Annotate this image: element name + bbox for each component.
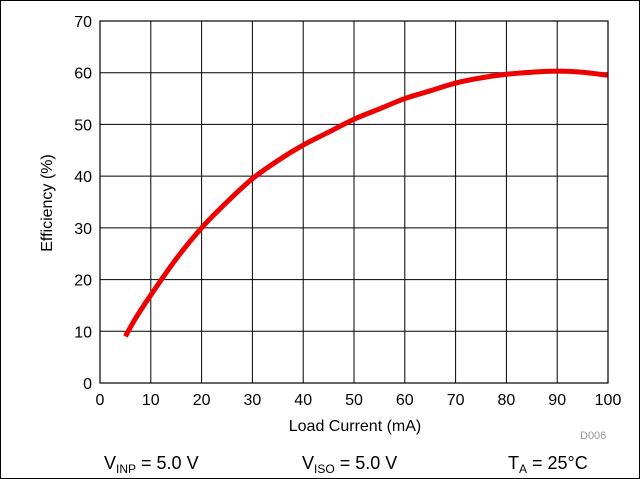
x-tick-label: 20 xyxy=(193,392,211,409)
condition-viso-var: V xyxy=(302,453,315,473)
condition-vinp: VINP = 5.0 V xyxy=(104,453,199,476)
condition-ta-var: T xyxy=(508,453,519,473)
y-tick-label: 10 xyxy=(74,324,92,341)
y-tick-label: 30 xyxy=(74,221,92,238)
y-axis-label: Efficiency (%) xyxy=(39,154,56,252)
y-tick-label: 0 xyxy=(83,376,92,393)
tick-labels: 0 10 20 30 40 50 60 70 80 90 100 0 10 20 30 40 50 60 70 xyxy=(74,14,621,409)
grid xyxy=(99,20,609,384)
plot-border xyxy=(99,20,609,384)
condition-vinp-var: V xyxy=(104,453,117,473)
condition-vinp-val: = 5.0 V xyxy=(136,453,199,473)
x-tick-label: 60 xyxy=(396,392,414,409)
x-tick-label: 90 xyxy=(548,392,566,409)
condition-viso-sub: ISO xyxy=(314,462,335,476)
condition-ta: TA = 25°C xyxy=(508,453,588,476)
x-tick-label: 40 xyxy=(294,392,312,409)
x-tick-label: 100 xyxy=(595,392,622,409)
y-tick-label: 60 xyxy=(74,66,92,83)
x-axis-label: Load Current (mA) xyxy=(289,418,422,435)
figure-code: D006 xyxy=(580,430,607,442)
condition-ta-sub: A xyxy=(519,462,528,476)
series xyxy=(123,68,609,338)
x-tick-label: 10 xyxy=(142,392,160,409)
x-tick-label: 80 xyxy=(498,392,516,409)
condition-viso: VISO = 5.0 V xyxy=(302,453,397,476)
efficiency-series-line xyxy=(123,68,609,338)
condition-vinp-sub: INP xyxy=(116,462,137,476)
condition-ta-val: = 25°C xyxy=(527,453,588,473)
x-tick-label: 70 xyxy=(447,392,465,409)
x-tick-label: 30 xyxy=(244,392,262,409)
y-tick-label: 70 xyxy=(74,14,92,31)
y-tick-label: 20 xyxy=(74,273,92,290)
y-tick-label: 50 xyxy=(74,117,92,134)
x-tick-label: 50 xyxy=(345,392,363,409)
x-tick-label: 0 xyxy=(96,392,105,409)
condition-viso-val: = 5.0 V xyxy=(334,453,398,473)
y-tick-label: 40 xyxy=(74,169,92,186)
